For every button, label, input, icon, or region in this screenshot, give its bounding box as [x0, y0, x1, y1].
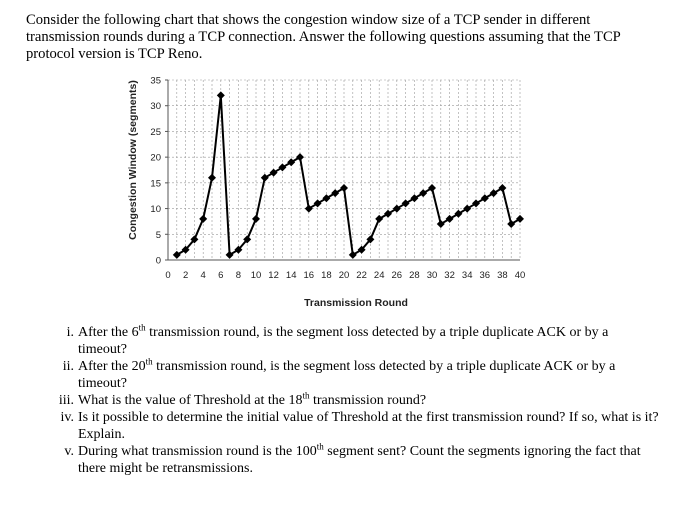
data-point-marker — [296, 153, 304, 162]
chart-axes — [165, 79, 520, 261]
x-tick-label: 34 — [462, 270, 473, 281]
data-point-marker — [260, 173, 269, 182]
data-point-marker — [348, 250, 357, 259]
data-point-marker — [190, 235, 199, 244]
data-point-marker — [313, 199, 322, 208]
data-point-marker — [278, 163, 287, 172]
data-point-marker — [357, 245, 366, 254]
question-number: ii. — [62, 359, 74, 374]
series-line — [176, 95, 521, 257]
question-number: v. — [64, 444, 74, 459]
question-item: i. After the 6th transmission round, is t… — [40, 323, 660, 358]
data-point-marker — [375, 214, 384, 223]
x-tick-label: 14 — [286, 270, 297, 281]
x-tick-label: 26 — [392, 270, 403, 281]
data-point-marker — [366, 235, 375, 244]
problem-intro: Consider the following chart that shows … — [26, 12, 621, 62]
data-point-marker — [401, 199, 410, 208]
y-tick-label: 0 — [156, 256, 161, 267]
x-tick-label: 10 — [251, 270, 262, 281]
y-tick-label: 35 — [150, 76, 161, 87]
x-tick-label: 30 — [427, 270, 438, 281]
data-point-marker — [225, 250, 234, 259]
data-point-marker — [181, 245, 190, 254]
data-point-marker — [252, 214, 260, 223]
data-point-marker — [489, 189, 498, 198]
data-point-marker — [392, 204, 401, 213]
question-item: ii. After the 20th transmission round, is… — [40, 357, 660, 392]
x-tick-label: 22 — [356, 270, 367, 281]
x-tick-label: 36 — [480, 270, 491, 281]
x-tick-label: 18 — [321, 270, 332, 281]
question-item: v. During what transmission round is the … — [40, 442, 660, 477]
x-tick-label: 2 — [183, 270, 188, 281]
data-point-marker — [172, 250, 181, 259]
x-tick-label: 12 — [268, 270, 279, 281]
congestion-window-chart: 0 5 10 15 20 25 30 35 0 2 4 6 8 10 12 14 16 18 20 22 24 26 28… — [120, 66, 540, 316]
y-tick-label: 15 — [150, 178, 161, 189]
y-tick-label: 30 — [150, 101, 161, 112]
x-tick-label: 8 — [236, 270, 241, 281]
data-point-marker — [516, 214, 524, 223]
data-point-marker — [216, 91, 225, 100]
y-tick-labels: 0 5 10 15 20 25 30 35 — [150, 76, 161, 267]
x-tick-label: 32 — [444, 270, 455, 281]
x-tick-label: 0 — [165, 270, 170, 281]
data-point-marker — [384, 209, 392, 218]
data-point-marker — [304, 204, 313, 213]
data-point-marker — [331, 189, 340, 198]
x-tick-label: 4 — [201, 270, 206, 281]
x-tick-label: 16 — [304, 270, 315, 281]
question-number: iii. — [58, 393, 74, 408]
question-item: iv. Is it possible to determine the initi… — [40, 409, 660, 443]
data-point-marker — [243, 235, 252, 244]
data-point-marker — [287, 158, 296, 167]
question-item: iii. What is the value of Threshold at th… — [40, 391, 660, 409]
data-point-marker — [472, 199, 480, 208]
cwnd-series — [172, 91, 524, 259]
y-tick-label: 20 — [150, 153, 161, 164]
question-number: iv. — [60, 410, 74, 425]
x-tick-label: 20 — [339, 270, 350, 281]
data-point-marker — [507, 220, 516, 228]
data-point-marker — [234, 245, 243, 254]
data-point-marker — [199, 214, 208, 223]
x-tick-labels: 0 2 4 6 8 10 12 14 16 18 20 22 24 26 28 30 32 34 36 38 40 — [165, 270, 525, 281]
y-tick-label: 5 — [156, 230, 161, 241]
x-tick-label: 28 — [409, 270, 420, 281]
data-point-marker — [498, 184, 507, 192]
data-point-marker — [340, 184, 348, 192]
data-point-marker — [208, 173, 216, 182]
data-point-marker — [269, 168, 278, 177]
x-tick-label: 24 — [374, 270, 385, 281]
data-point-marker — [322, 194, 331, 203]
data-point-marker — [445, 214, 454, 223]
data-point-marker — [463, 204, 472, 213]
data-point-marker — [419, 189, 428, 198]
data-point-marker — [436, 220, 445, 228]
y-tick-label: 10 — [150, 204, 161, 215]
question-number: i. — [66, 325, 74, 340]
question-list: i. After the 6th transmission round, is t… — [40, 323, 660, 477]
x-tick-label: 6 — [218, 270, 223, 281]
data-point-marker — [480, 194, 489, 203]
x-tick-label: 38 — [497, 270, 508, 281]
y-tick-label: 25 — [150, 127, 161, 138]
x-tick-label: 40 — [515, 270, 526, 281]
data-point-marker — [410, 194, 419, 203]
x-axis-label: Transmission Round — [304, 297, 408, 309]
data-point-marker — [428, 184, 436, 192]
y-axis-label: Congestion Window (segments) — [127, 80, 139, 240]
data-point-marker — [454, 209, 463, 218]
